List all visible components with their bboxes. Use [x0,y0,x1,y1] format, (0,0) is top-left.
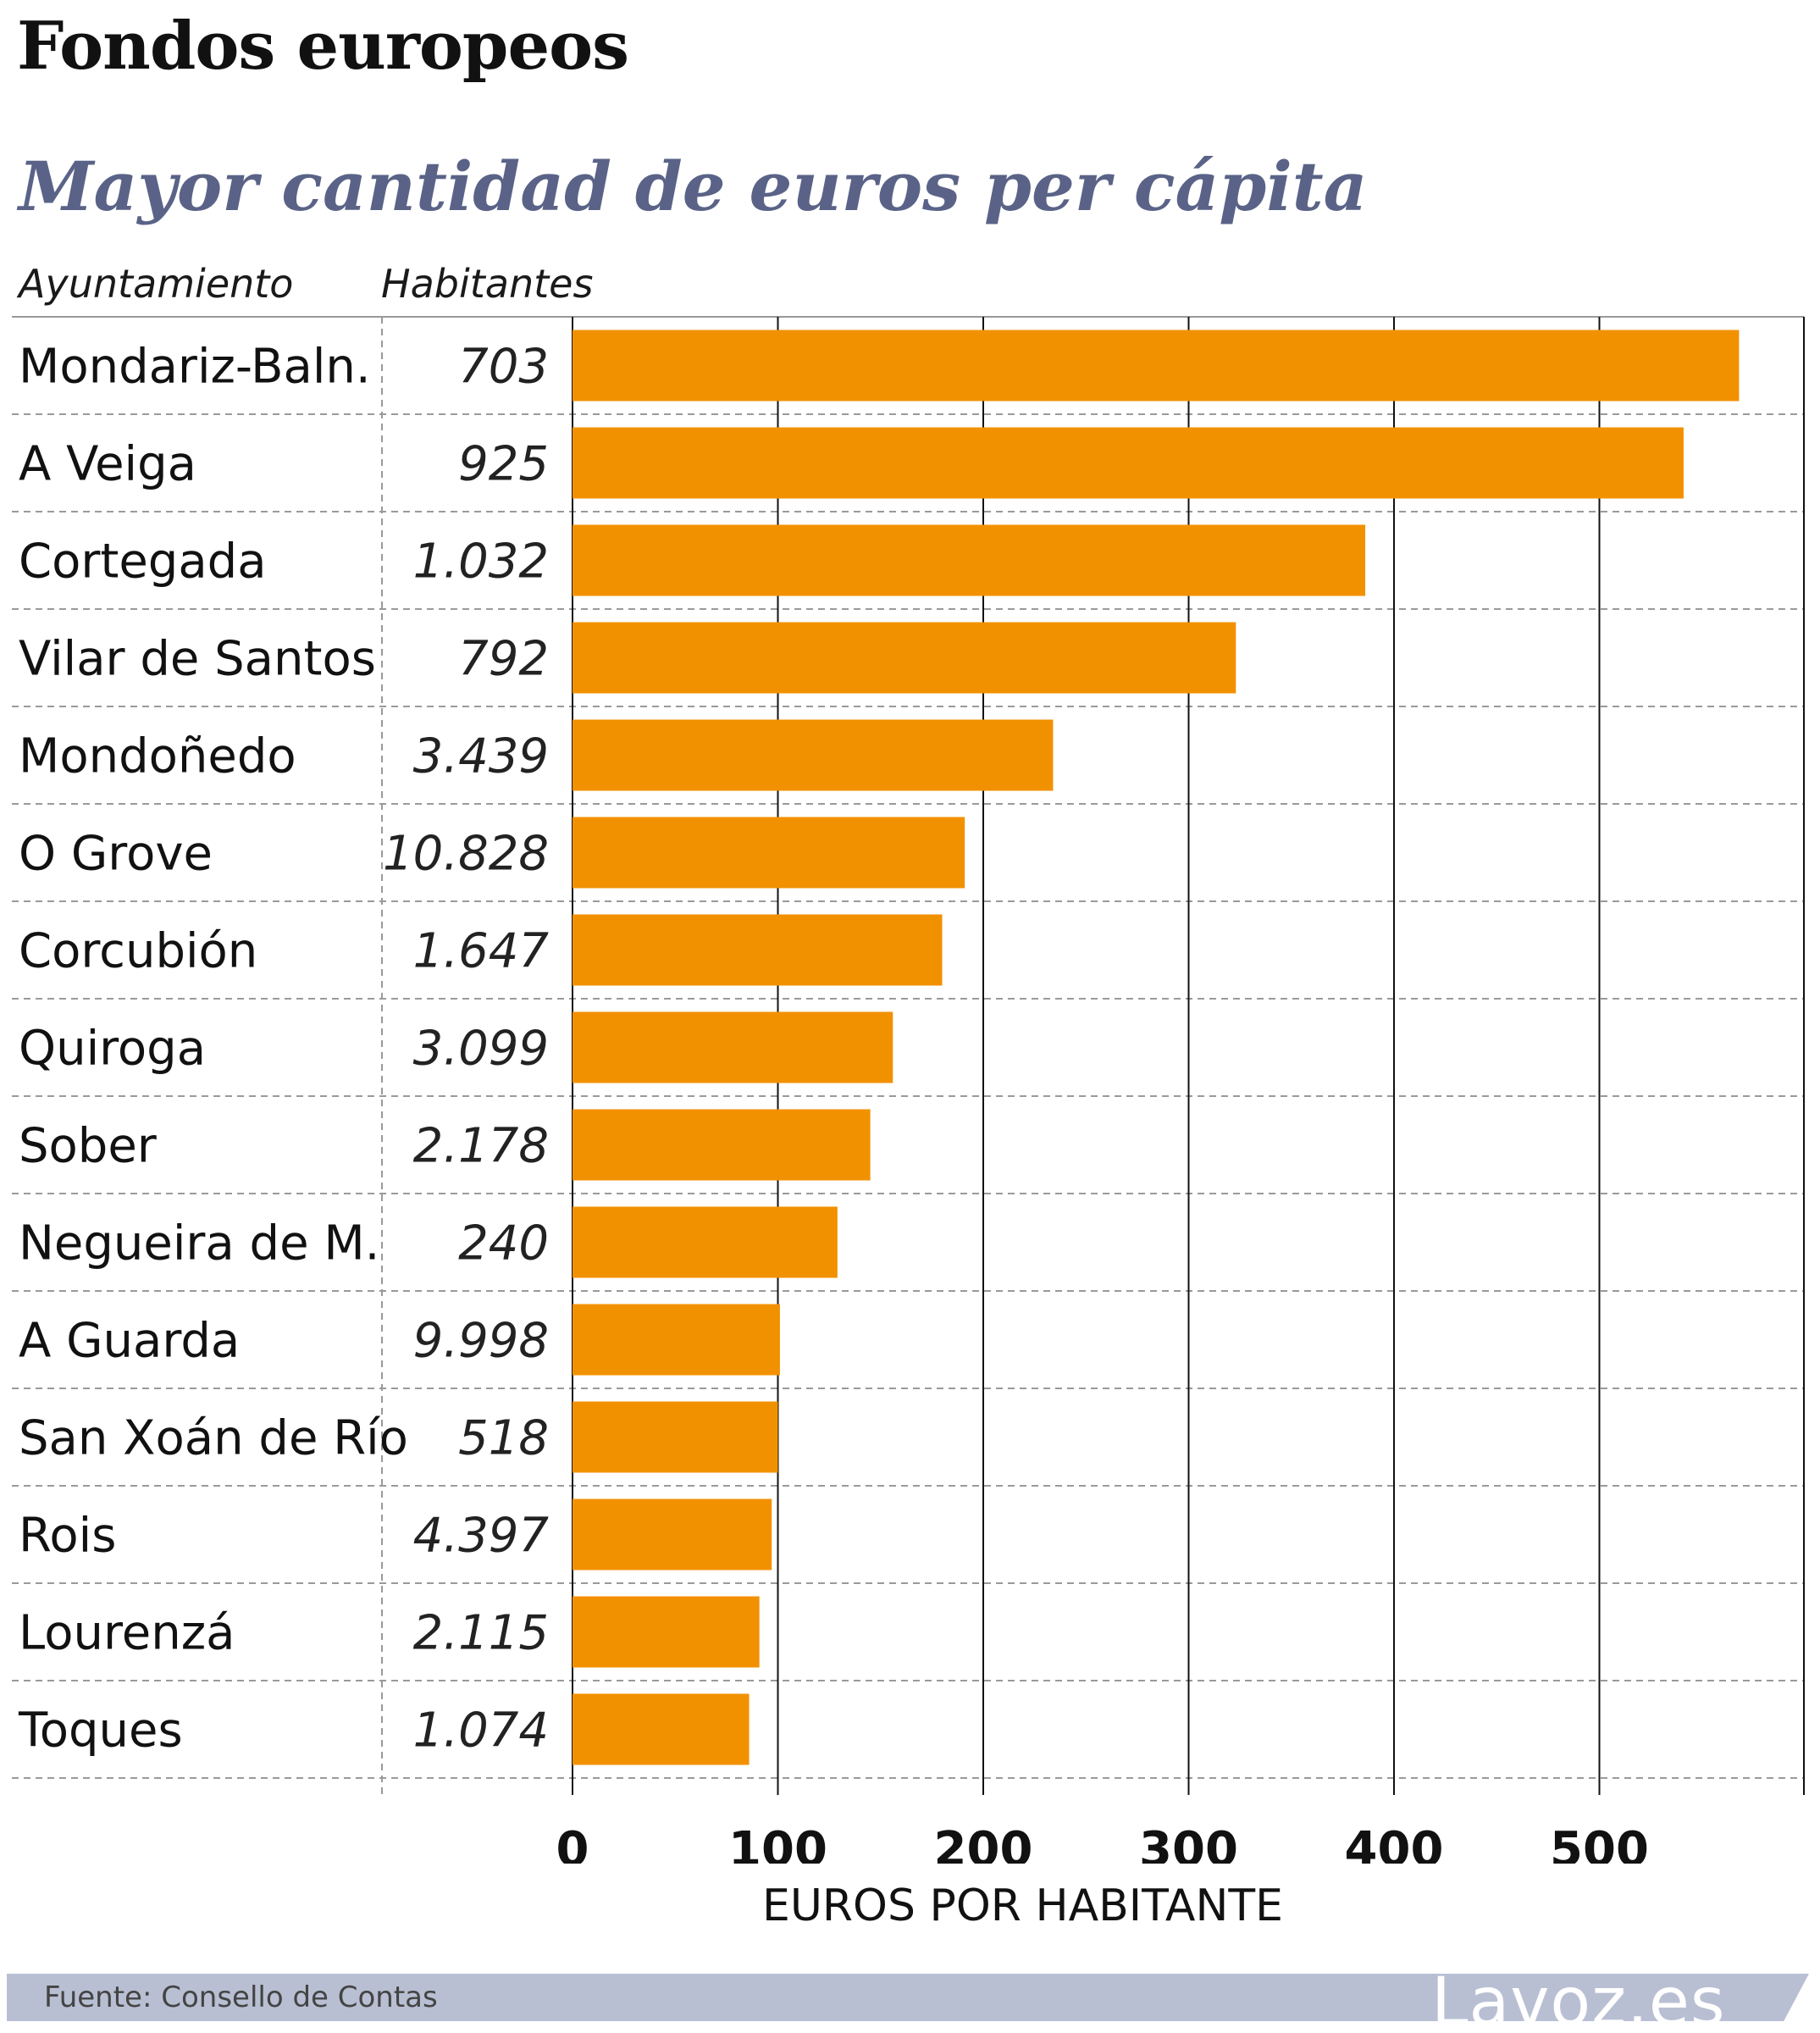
population-label: 792 [458,632,549,687]
category-label: Rois [19,1509,116,1564]
x-axis-label: EUROS POR HABITANTE [762,1881,1283,1931]
column-header-municipality: Ayuntamiento [19,261,294,307]
source-note: Fuente: Consello de Contas [44,1980,438,2014]
population-label: 2.115 [413,1606,549,1661]
x-tick-label: 500 [1550,1822,1649,1864]
population-label: 3.439 [413,729,549,784]
x-tick-label: 200 [934,1822,1033,1864]
brand-logo-text: Lavoz.es [1431,1964,1726,2021]
bar [573,1011,893,1083]
population-label: 2.178 [413,1119,549,1174]
population-label: 10.828 [383,827,549,882]
population-label: 3.099 [413,1022,549,1077]
bar [573,1693,750,1765]
bar [573,719,1054,791]
x-tick-label: 0 [556,1822,589,1864]
bar [573,524,1366,596]
bar [573,330,1740,402]
population-label: 1.647 [413,924,550,979]
bar [573,1304,780,1376]
category-label: O Grove [19,827,213,882]
population-label: 4.397 [413,1509,550,1564]
population-label: 518 [458,1411,549,1466]
bar [573,427,1684,499]
category-label: Sober [19,1119,158,1174]
category-label: A Veiga [19,437,196,492]
chart-title: Fondos europeos [17,8,629,85]
category-label: Toques [18,1703,183,1759]
bar [573,817,965,889]
bar [573,1596,760,1668]
bar [573,622,1236,694]
category-label: Vilar de Santos [19,632,376,687]
bar [573,1109,871,1181]
chart-subtitle: Mayor cantidad de euros per cápita [19,147,1368,226]
population-label: 925 [458,437,549,492]
x-tick-label: 300 [1139,1822,1238,1864]
column-header-population: Habitantes [381,261,594,307]
bar [573,1401,778,1473]
population-label: 703 [458,340,549,395]
x-tick-label: 400 [1345,1822,1444,1864]
population-label: 1.074 [413,1703,549,1759]
population-label: 1.032 [413,535,549,590]
population-label: 9.998 [413,1314,549,1369]
footer-band [7,1974,1809,2021]
bar [573,914,943,986]
brand-logo: Lavoz.es [1431,1964,1736,2021]
category-label: Lourenzá [19,1606,235,1661]
population-label: 240 [458,1216,549,1271]
category-label: Corcubión [19,924,257,979]
bar [573,1498,772,1570]
category-label: San Xoán de Río [19,1411,408,1466]
category-label: Cortegada [19,535,267,590]
category-label: Mondoñedo [19,729,296,784]
category-label: Negueira de M. [19,1216,379,1271]
category-label: A Guarda [19,1314,240,1369]
category-label: Mondariz-Baln. [19,340,371,395]
bar [573,1206,838,1278]
x-tick-label: 100 [728,1822,827,1864]
bar-chart: Mondariz-Baln. 703 A Veiga 925 Cortegada 1.03… [12,316,1805,1864]
category-label: Quiroga [19,1022,206,1077]
